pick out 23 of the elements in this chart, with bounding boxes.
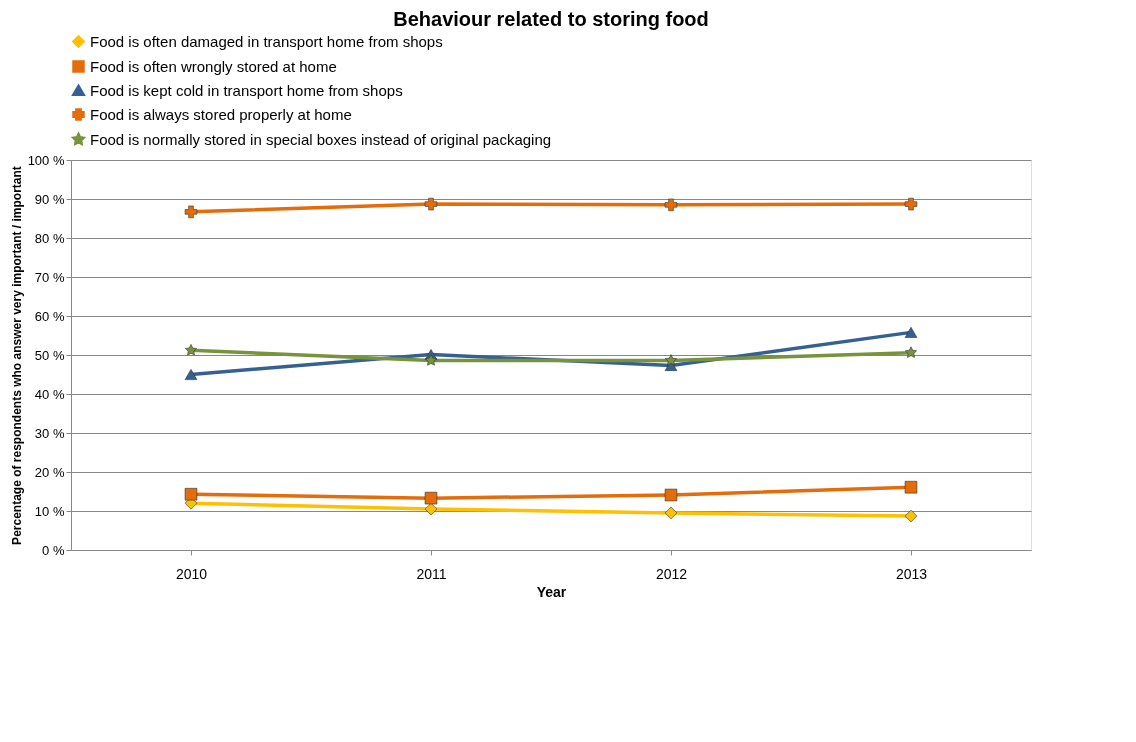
y-tick-label: 100 % [27,152,65,168]
y-tick-label: 50 % [34,347,65,363]
y-tick-label: 70 % [34,269,65,285]
y-tick-label: 30 % [34,425,65,441]
legend-label: Food is often damaged in transport home from shops [90,32,443,50]
legend-label: Food is normally stored in special boxes instead of original packaging [90,130,552,148]
y-tick-label: 90 % [34,191,65,207]
x-tick-label: 2011 [416,565,447,582]
y-tick-label: 80 % [34,230,65,246]
chart-title: Behaviour related to storing food [393,8,709,30]
y-tick-label: 40 % [34,386,65,402]
y-tick-label: 60 % [34,308,65,324]
y-axis-title: Percentage of respondents who answer very important / important [9,166,24,545]
legend-label: Food is often wrongly stored at home [90,57,337,75]
x-axis-title: Year [536,583,567,600]
y-tick-label: 10 % [34,503,65,519]
x-tick-label: 2010 [175,565,208,582]
legend-label: Food is kept cold in transport home from shops [90,81,403,99]
x-tick-label: 2012 [655,565,688,582]
legend-label: Food is always stored properly at home [90,105,352,123]
x-tick-label: 2013 [895,565,928,582]
y-tick-label: 0 % [42,542,65,558]
y-tick-label: 20 % [34,464,65,480]
